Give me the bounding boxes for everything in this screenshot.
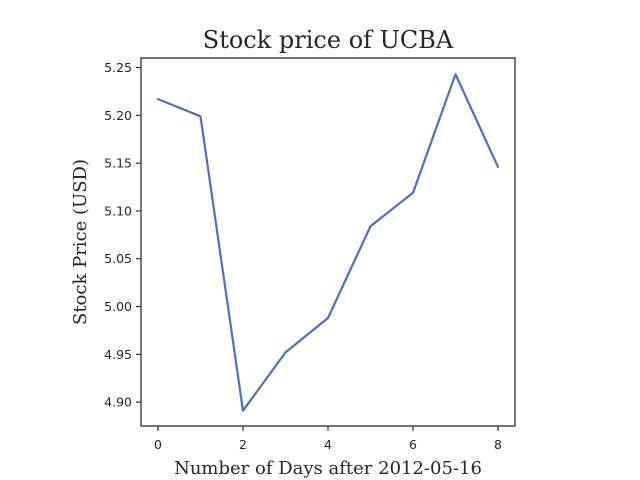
x-axis-label: Number of Days after 2012-05-16: [174, 458, 482, 479]
x-tick-label: 0: [154, 437, 162, 452]
y-tick-label: 5.20: [104, 108, 132, 123]
x-tick-label: 4: [324, 437, 332, 452]
x-tick-label: 6: [409, 437, 417, 452]
x-tick-label: 2: [239, 437, 247, 452]
series-line: [156, 73, 500, 412]
chart-title: Stock price of UCBA: [203, 26, 454, 54]
y-tick-label: 5.05: [104, 251, 132, 266]
y-axis: 4.90 4.95 5.00 5.05 5.10 5.15 5.20 5.25: [104, 60, 141, 410]
y-axis-label: Stock Price (USD): [70, 159, 91, 325]
x-axis: 0 2 4 6 8: [154, 426, 502, 452]
y-tick-label: 5.25: [104, 60, 132, 75]
x-tick-label: 8: [494, 437, 502, 452]
y-tick-label: 4.95: [104, 347, 132, 362]
y-tick-label: 5.15: [104, 156, 132, 171]
y-tick-label: 5.10: [104, 203, 132, 218]
plot-frame: [140, 57, 516, 427]
y-tick-label: 5.00: [104, 299, 132, 314]
y-tick-label: 4.90: [104, 395, 132, 410]
